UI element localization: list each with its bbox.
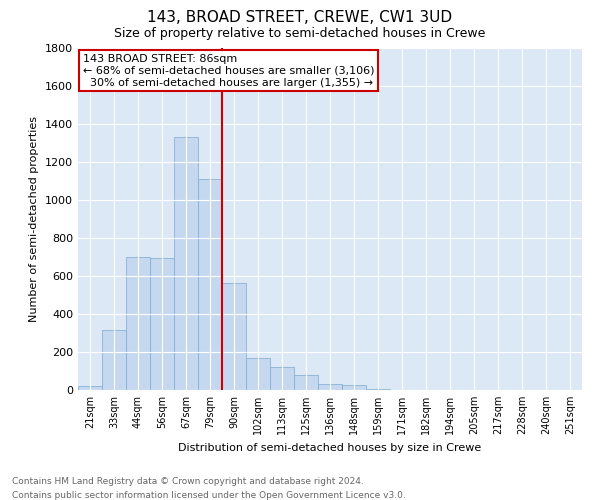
Bar [150, 258, 174, 390]
Bar [270, 367, 294, 390]
Bar [174, 137, 198, 390]
Bar [222, 284, 246, 390]
Bar [342, 385, 366, 390]
Bar [198, 179, 222, 390]
Y-axis label: Number of semi-detached properties: Number of semi-detached properties [29, 116, 40, 322]
Bar [318, 384, 342, 390]
Text: 143, BROAD STREET, CREWE, CW1 3UD: 143, BROAD STREET, CREWE, CW1 3UD [148, 10, 452, 25]
Text: Contains HM Land Registry data © Crown copyright and database right 2024.: Contains HM Land Registry data © Crown c… [12, 478, 364, 486]
Bar [366, 389, 390, 390]
X-axis label: Distribution of semi-detached houses by size in Crewe: Distribution of semi-detached houses by … [178, 442, 482, 452]
Text: Contains public sector information licensed under the Open Government Licence v3: Contains public sector information licen… [12, 491, 406, 500]
Text: 143 BROAD STREET: 86sqm
← 68% of semi-detached houses are smaller (3,106)
  30% : 143 BROAD STREET: 86sqm ← 68% of semi-de… [83, 54, 374, 88]
Bar [246, 358, 270, 390]
Bar [102, 330, 126, 390]
Bar [78, 386, 102, 390]
Bar [126, 257, 150, 390]
Bar [294, 375, 318, 390]
Text: Size of property relative to semi-detached houses in Crewe: Size of property relative to semi-detach… [115, 28, 485, 40]
